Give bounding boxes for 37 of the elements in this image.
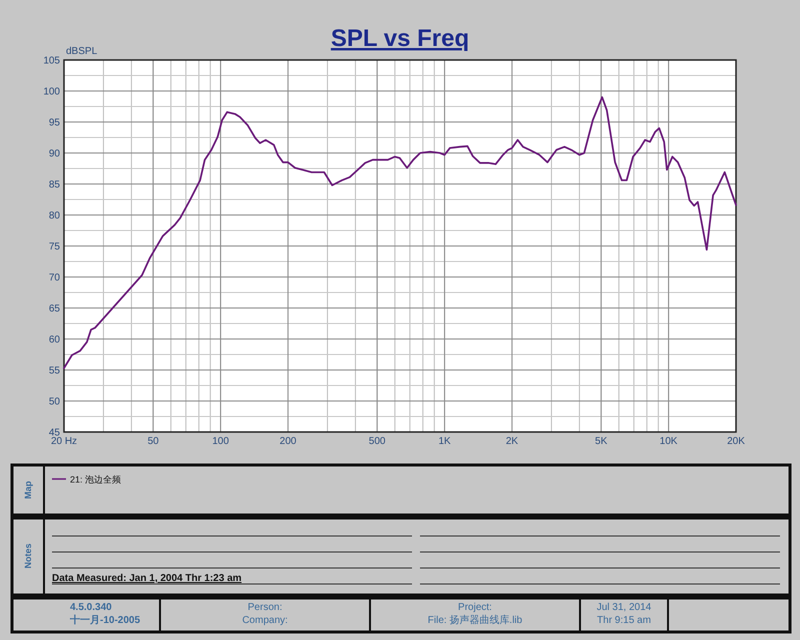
text: Data Measured: Jan 1, 2004 Thr 1:23 am [52, 573, 242, 584]
y-tick-label: 90 [48, 148, 60, 160]
y-tick-label: 55 [48, 366, 60, 376]
y-tick-label: 70 [48, 272, 60, 284]
text: File: 扬声器曲线库.lib [428, 614, 523, 626]
y-tick-label: 95 [48, 118, 60, 128]
chart-title: SPL vs Freq [330, 25, 470, 52]
x-tick-label: 500 [368, 436, 386, 447]
y-tick-label: 100 [43, 86, 60, 98]
y-tick-label: 75 [48, 242, 60, 252]
text: Person: [248, 602, 282, 613]
x-tick-label: 50 [148, 436, 160, 447]
y-tick-label: 65 [48, 304, 60, 314]
text: Jul 31, 2014 [596, 602, 652, 613]
x-tick-label: 1K [438, 436, 452, 447]
text: Notes [23, 543, 33, 569]
y-tick-label: 80 [48, 210, 60, 222]
x-tick-label: 200 [280, 436, 297, 447]
text: 4.5.0.340 [70, 602, 112, 613]
x-tick-label: 10K [660, 436, 678, 447]
text: Company: [242, 615, 288, 626]
y-tick-label: 50 [48, 396, 60, 408]
x-tick-label: 5K [595, 436, 608, 447]
text: Project: [458, 602, 492, 613]
x-tick-label: 20 Hz [50, 436, 78, 447]
x-tick-label: 20K [727, 436, 746, 447]
x-tick-label: 2K [506, 436, 518, 447]
y-tick-label: 45 [48, 428, 60, 438]
legend-label: 21: 泡边全频 [70, 474, 122, 484]
x-tick-label: 100 [212, 436, 230, 447]
y-axis-title: dBSPL [66, 46, 98, 57]
text: 十一月-10-2005 [69, 614, 140, 626]
text: Map [23, 480, 33, 499]
y-tick-label: 60 [48, 334, 60, 346]
y-tick-label: 85 [48, 180, 60, 190]
y-tick-label: 105 [43, 56, 60, 66]
text: Thr 9:15 am [597, 615, 651, 626]
